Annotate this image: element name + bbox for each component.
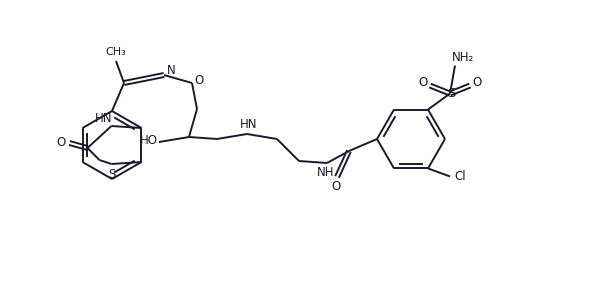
Text: S: S [107, 168, 115, 181]
Text: O: O [331, 179, 341, 192]
Text: O: O [195, 73, 204, 86]
Text: HN: HN [240, 118, 258, 132]
Text: HN: HN [95, 111, 112, 124]
Text: CH₃: CH₃ [106, 47, 127, 57]
Text: N: N [167, 63, 176, 77]
Text: S: S [447, 87, 455, 100]
Text: HO: HO [140, 134, 158, 147]
Text: NH: NH [317, 166, 335, 179]
Text: O: O [418, 76, 427, 89]
Text: Cl: Cl [454, 170, 466, 183]
Text: O: O [472, 76, 482, 89]
Text: O: O [57, 137, 66, 149]
Text: NH₂: NH₂ [452, 51, 474, 64]
